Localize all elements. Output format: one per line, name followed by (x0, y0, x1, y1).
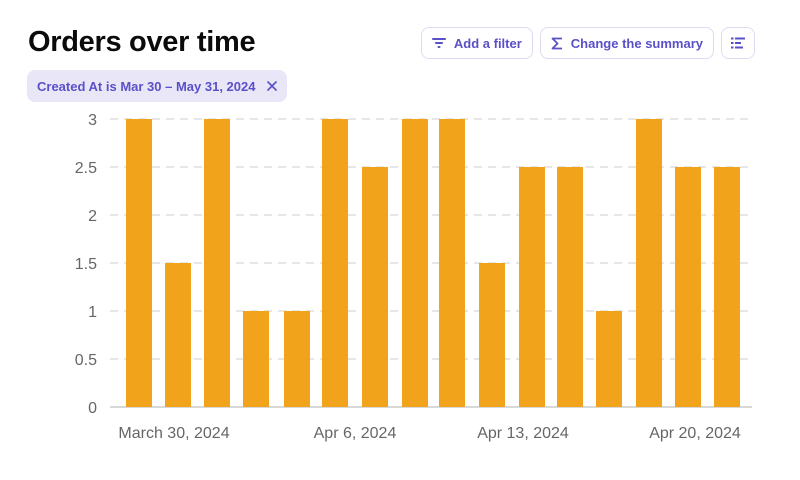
y-tick-label: 2 (88, 208, 97, 225)
bar[interactable] (204, 119, 230, 407)
page-title: Orders over time (28, 26, 256, 58)
bar[interactable] (402, 119, 428, 407)
change-summary-label: Change the summary (570, 35, 703, 51)
y-tick-label: 0 (88, 400, 97, 417)
x-tick-label: Apr 13, 2024 (477, 425, 569, 442)
y-tick-label: 3 (88, 112, 97, 129)
bar[interactable] (362, 167, 388, 407)
bar[interactable] (596, 311, 622, 407)
y-tick-label: 1 (88, 304, 97, 321)
bar[interactable] (557, 167, 583, 407)
bar[interactable] (284, 311, 310, 407)
y-axis-ticks: 0 0.5 1 1.5 2 2.5 3 (75, 112, 97, 417)
x-axis-ticks: March 30, 2024 Apr 6, 2024 Apr 13, 2024 Apr… (118, 425, 741, 442)
x-tick-label: Apr 6, 2024 (314, 425, 397, 442)
y-tick-label: 2.5 (75, 160, 97, 177)
bar[interactable] (165, 263, 191, 407)
bar[interactable] (636, 119, 662, 407)
bar[interactable] (439, 119, 465, 407)
list-view-icon (731, 37, 745, 49)
chart-bars (126, 119, 740, 407)
y-tick-label: 1.5 (75, 256, 97, 273)
chart-toolbar: Add a filter Change the summary (420, 27, 755, 59)
filter-chip[interactable]: Created At is Mar 30 – May 31, 2024 (27, 70, 288, 102)
add-filter-button[interactable]: Add a filter (420, 27, 533, 59)
filter-icon (431, 37, 446, 49)
y-tick-label: 0.5 (75, 352, 97, 369)
bar[interactable] (519, 167, 545, 407)
bar[interactable] (322, 119, 348, 407)
sigma-icon (551, 37, 563, 50)
add-filter-label: Add a filter (453, 35, 522, 51)
close-icon[interactable] (267, 81, 278, 91)
x-tick-label: March 30, 2024 (118, 425, 229, 442)
bar[interactable] (126, 119, 152, 407)
x-tick-label: Apr 20, 2024 (649, 425, 741, 442)
bar[interactable] (675, 167, 701, 407)
view-toggle-button[interactable] (721, 27, 755, 59)
filter-chip-label: Created At is Mar 30 – May 31, 2024 (37, 78, 256, 94)
bar[interactable] (714, 167, 740, 407)
bar[interactable] (243, 311, 269, 407)
bar[interactable] (479, 263, 505, 407)
change-summary-button[interactable]: Change the summary (539, 27, 714, 59)
